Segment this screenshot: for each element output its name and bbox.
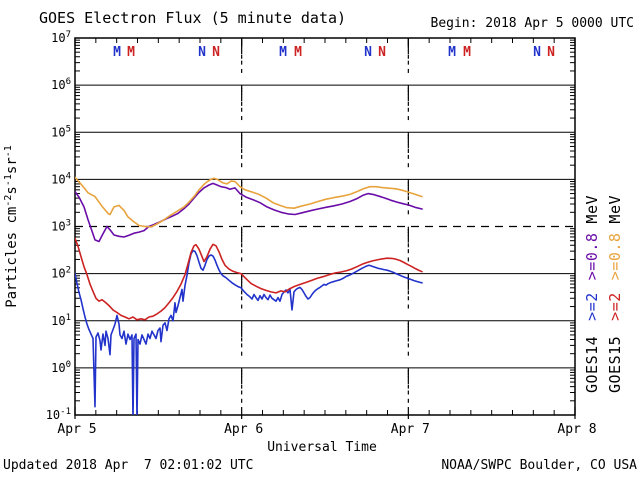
chart-title: GOES Electron Flux (5 minute data) [39,9,347,27]
series-goes15-ge2 [75,237,423,321]
x-tick-label: Apr 5 [57,422,96,437]
series-goes15-ge08 [75,176,423,228]
legend-goes15-name: GOES15 [606,335,624,393]
y-tick-label: 101 [51,313,71,328]
y-tick-label: 106 [51,77,71,92]
event-marker-n: N [547,45,555,60]
y-tick-label: 103 [51,219,71,234]
event-marker-n: N [378,45,386,60]
y-axis-title: Particles cm-2s-1sr-1 [3,145,20,308]
legend-goes14-ge2-label: >=2 [583,292,601,321]
event-marker-m: M [294,45,302,60]
updated-timestamp: Updated 2018 Apr 7 02:01:02 UTC [3,458,254,473]
event-marker-m: M [279,45,287,60]
begin-timestamp: Begin: 2018 Apr 5 0000 UTC [430,16,635,31]
legend-column-goes14: GOES14 >=2 >=0.8 MeV [583,194,601,393]
event-marker-n: N [198,45,206,60]
y-tick-label: 100 [51,360,71,375]
event-marker-m: M [113,45,121,60]
legend-goes14-unit-label: MeV [583,194,601,224]
legend-goes15-ge2-label: >=2 [606,292,624,321]
legend-goes15-ge08-label: >=0.8 [606,232,624,281]
event-marker-n: N [533,45,541,60]
event-marker-n: N [364,45,372,60]
series-goes14-ge2 [75,249,423,415]
event-marker-m: M [463,45,471,60]
event-marker-n: N [212,45,220,60]
legend-goes14-ge08-label: >=0.8 [583,232,601,281]
legend-goes14-name: GOES14 [583,335,601,393]
plot-frame [74,37,576,416]
legend-column-goes15: GOES15 >=2 >=0.8 MeV [606,194,624,393]
y-tick-label: 10-1 [46,407,71,422]
y-tick-label: 105 [51,124,71,139]
event-marker-m: M [127,45,135,60]
source-attribution: NOAA/SWPC Boulder, CO USA [441,458,637,473]
x-tick-label: Apr 6 [224,422,263,437]
y-tick-label: 107 [51,30,71,45]
series-goes14-ge08 [75,182,423,243]
y-tick-label: 104 [51,171,71,186]
event-marker-m: M [448,45,456,60]
y-tick-label: 102 [51,266,71,281]
x-axis-title: Universal Time [267,440,377,455]
x-tick-label: Apr 8 [557,422,596,437]
x-tick-label: Apr 7 [391,422,430,437]
legend-goes15-unit-label: MeV [606,194,624,224]
